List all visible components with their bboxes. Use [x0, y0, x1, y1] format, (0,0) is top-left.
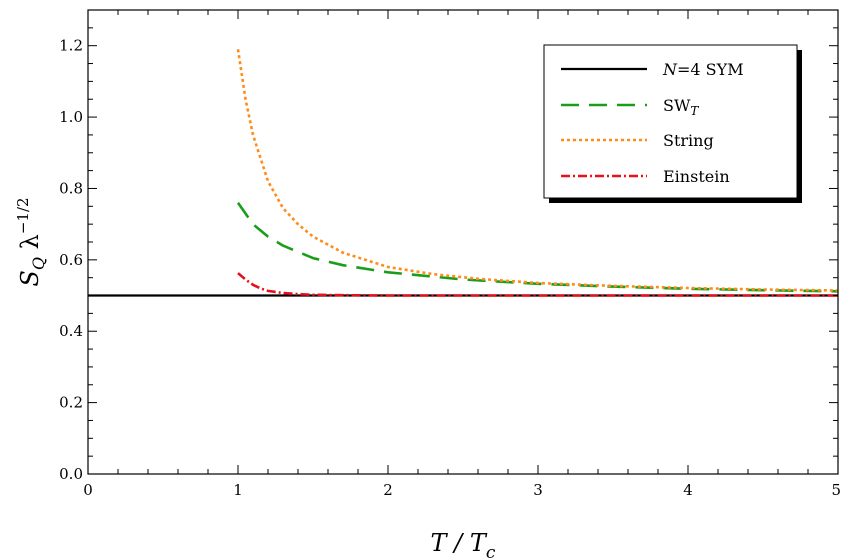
x-tick-label: 1 [233, 481, 243, 499]
y-axis-label-exponent: −1/2 [14, 197, 32, 234]
y-axis-label-lambda: λ [16, 234, 44, 257]
y-tick-label: 0.4 [59, 322, 83, 340]
axis-ticks [87, 9, 839, 475]
legend-label-4: Einstein [663, 167, 730, 186]
series-line-2 [236, 201, 839, 293]
y-tick-label: 0.2 [59, 394, 83, 412]
legend-label-3: String [663, 131, 714, 150]
legend-label-1: N=4 SYM [662, 60, 744, 79]
x-tick-label: 0 [83, 481, 93, 499]
y-tick-label: 0.8 [59, 179, 83, 197]
x-tick-label: 4 [683, 481, 693, 499]
plot-marks [88, 49, 839, 297]
legend: N=4 SYM SWT String Einstein [543, 44, 802, 203]
axis-tick-labels: 0 1 2 3 4 5 0.0 0.2 0.4 0.6 0.8 1.0 1.2 [59, 37, 841, 499]
y-tick-label: 1.2 [59, 37, 83, 55]
y-axis-label: SQ λ−1/2 [14, 197, 48, 286]
legend-box [543, 44, 798, 199]
series-line-4 [237, 272, 838, 297]
y-axis-label-group: SQ λ−1/2 [14, 197, 48, 286]
y-tick-label: 0.0 [59, 465, 83, 483]
y-tick-label: 0.6 [59, 251, 83, 269]
x-tick-label: 3 [533, 481, 543, 499]
series-line-3 [236, 49, 839, 292]
y-axis-label-subscript: Q [29, 257, 48, 270]
y-tick-label: 1.0 [59, 108, 83, 126]
legend-items: N=4 SYM SWT String Einstein [561, 60, 744, 186]
x-tick-label: 5 [831, 481, 841, 499]
legend-label-2: SWT [663, 96, 699, 118]
x-axis-label: T / Tc [431, 529, 496, 558]
x-tick-label: 2 [383, 481, 393, 499]
x-axis-label-subscript: c [486, 543, 496, 558]
